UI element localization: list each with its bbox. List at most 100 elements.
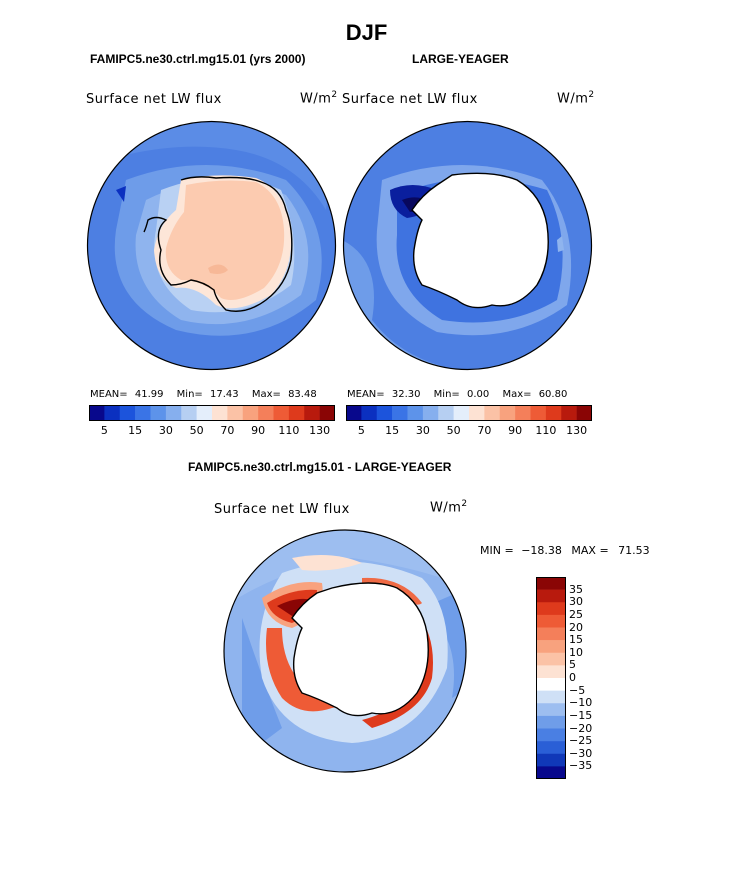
colorbar-swatch xyxy=(165,405,182,421)
colorbar-tick-label: 50 xyxy=(446,424,461,437)
colorbar-reference xyxy=(346,405,592,421)
colorbar-swatch xyxy=(376,405,393,421)
units-label-left: W/m2 xyxy=(300,90,338,106)
colorbar-swatch xyxy=(346,405,362,421)
colorbar-tick-label: 10 xyxy=(569,645,583,659)
colorbar-swatch xyxy=(545,405,562,421)
colorbar-tick-label: 5 xyxy=(100,424,108,437)
colorbar-border xyxy=(346,405,592,421)
colorbar-tick-label: 110 xyxy=(278,424,300,437)
panel-title-control: FAMIPC5.ne30.ctrl.mg15.01 (yrs 2000) xyxy=(90,52,306,66)
colorbar-tick-label: 5 xyxy=(569,658,576,672)
colorbar-difference xyxy=(536,577,566,779)
colorbar-swatch xyxy=(561,405,577,421)
units-base: W/m xyxy=(557,91,589,107)
max-label: Max= xyxy=(251,389,281,400)
colorbar-tick-label: 30 xyxy=(569,595,583,609)
colorbar-swatch xyxy=(515,405,531,421)
colorbar-swatch xyxy=(196,405,213,421)
colorbar-tick-label: −25 xyxy=(569,734,593,748)
units-exponent: 2 xyxy=(331,90,338,100)
colorbar-swatch xyxy=(536,728,566,742)
colorbar-tick-label: −20 xyxy=(569,721,593,735)
max-label: MAX = xyxy=(571,544,609,557)
colorbar-tick-label: 110 xyxy=(535,424,557,437)
colorbar-swatch xyxy=(438,405,454,421)
colorbar-swatch xyxy=(227,405,244,421)
max-value: 60.80 xyxy=(538,389,568,400)
colorbar-tick-label: 130 xyxy=(566,424,588,437)
colorbar-swatch xyxy=(407,405,424,421)
colorbar-tick-label: 90 xyxy=(508,424,523,437)
panel-title-reference: LARGE-YEAGER xyxy=(412,52,509,66)
max-label: Max= xyxy=(502,389,532,400)
variable-label-right: Surface net LW flux xyxy=(342,92,478,107)
colorbar-swatch xyxy=(530,405,547,421)
colorbar-swatch xyxy=(319,405,335,421)
colorbar-tick-label: −5 xyxy=(569,683,586,697)
colorbar-swatch xyxy=(536,690,566,704)
colorbar-swatch xyxy=(536,640,566,654)
min-label: MIN = xyxy=(480,544,514,557)
max-value: 71.53 xyxy=(618,544,650,557)
map-difference xyxy=(223,529,467,773)
colorbar-tick-label: 35 xyxy=(569,582,583,596)
colorbar-swatch xyxy=(536,589,566,603)
colorbar-tick-label: 0 xyxy=(569,671,576,684)
colorbar-ticks-difference: 35 30 25 20 15 10 5 0 −5 −10 −15 −20 −25 −30 −35 xyxy=(569,577,609,779)
colorbar-tick-label: −35 xyxy=(569,759,593,773)
colorbar-swatch xyxy=(484,405,501,421)
colorbar-swatch xyxy=(536,741,566,755)
colorbar-tick-label: 70 xyxy=(220,424,235,437)
colorbar-swatch xyxy=(181,405,197,421)
stats-reference: MEAN= 32.30 Min= 0.00 Max= 60.80 xyxy=(347,389,567,400)
colorbar-swatch xyxy=(104,405,121,421)
colorbar-tick-label: −30 xyxy=(569,746,593,760)
colorbar-ticks-control: 5 15 30 50 70 90 110 130 xyxy=(89,424,335,438)
colorbar-swatch xyxy=(212,405,228,421)
colorbar-swatch xyxy=(288,405,305,421)
units-label-diff: W/m2 xyxy=(430,499,468,515)
colorbar-swatch xyxy=(536,703,566,717)
units-base: W/m xyxy=(430,500,462,516)
mean-value: 32.30 xyxy=(391,389,421,400)
colorbar-swatch xyxy=(242,405,259,421)
colorbar-swatch xyxy=(536,766,566,779)
colorbar-swatch xyxy=(150,405,167,421)
units-label-right: W/m2 xyxy=(557,90,595,106)
colorbar-swatch xyxy=(536,753,566,767)
colorbar-swatch xyxy=(576,405,592,421)
colorbar-control xyxy=(89,405,335,421)
min-value: 0.00 xyxy=(466,389,490,400)
colorbar-swatch xyxy=(536,652,566,666)
colorbar-swatch xyxy=(536,614,566,628)
colorbar-tick-label: 15 xyxy=(569,633,583,647)
colorbar-swatch xyxy=(453,405,470,421)
colorbar-tick-label: 30 xyxy=(415,424,430,437)
colorbar-tick-label: 50 xyxy=(189,424,204,437)
min-label: Min= xyxy=(433,389,460,400)
colorbar-tick-label: 130 xyxy=(309,424,331,437)
colorbar-tick-label: 15 xyxy=(128,424,143,437)
units-exponent: 2 xyxy=(461,499,468,509)
mean-label: MEAN= xyxy=(347,389,385,400)
colorbar-tick-label: 15 xyxy=(385,424,400,437)
units-exponent: 2 xyxy=(588,90,595,100)
colorbar-border xyxy=(536,577,566,779)
colorbar-tick-label: −10 xyxy=(569,696,593,710)
units-base: W/m xyxy=(300,91,332,107)
colorbar-swatch xyxy=(536,715,566,729)
map-control-model xyxy=(86,120,337,371)
colorbar-tick-label: 70 xyxy=(477,424,492,437)
variable-label-left: Surface net LW flux xyxy=(86,92,222,107)
min-label: Min= xyxy=(176,389,203,400)
colorbar-swatch xyxy=(536,665,566,679)
colorbar-swatch xyxy=(469,405,485,421)
colorbar-swatch xyxy=(536,577,566,590)
colorbar-tick-label: 5 xyxy=(357,424,365,437)
colorbar-swatch xyxy=(258,405,274,421)
colorbar-swatch xyxy=(89,405,105,421)
colorbar-swatch xyxy=(536,627,566,641)
map-reference-obs xyxy=(342,120,593,371)
colorbar-swatch xyxy=(135,405,151,421)
